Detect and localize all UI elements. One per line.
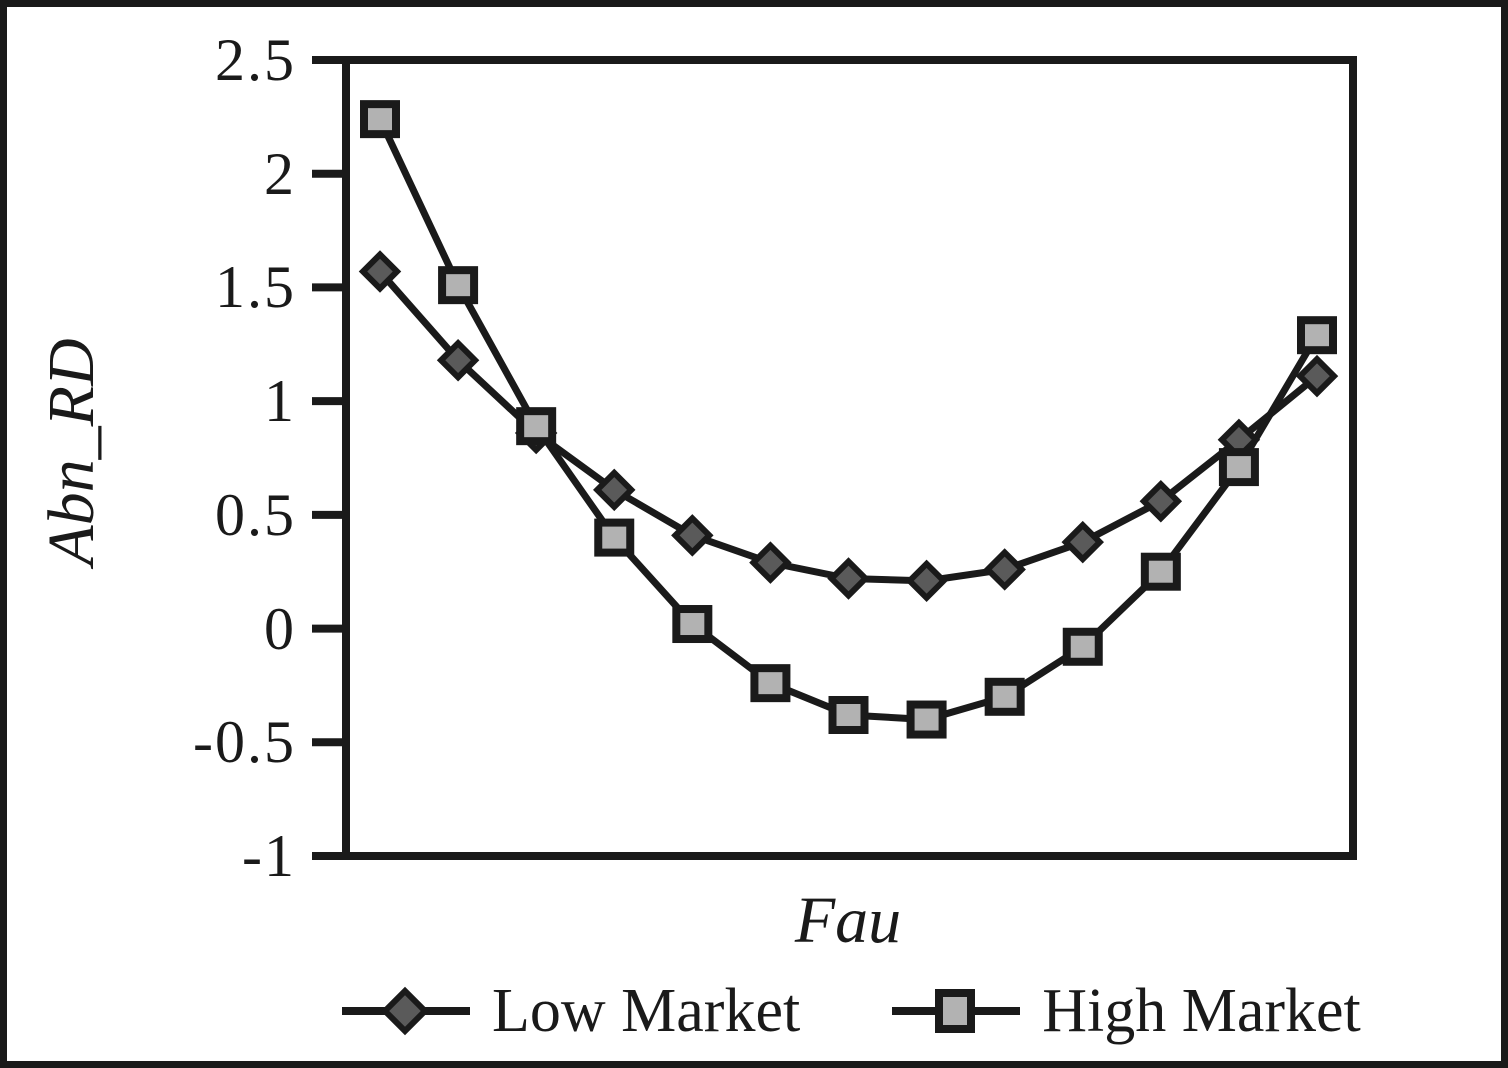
y-tick-label: 1.5: [215, 254, 296, 321]
y-axis-title: Abn_RD: [35, 338, 108, 566]
y-tick-label: 0: [264, 595, 296, 662]
data-point-diamond: [827, 557, 870, 600]
data-point-diamond: [358, 250, 402, 293]
data-point-square: [1297, 316, 1337, 355]
data-point-diamond: [671, 514, 714, 557]
data-point-diamond: [1061, 520, 1104, 564]
plot-border: [342, 56, 1357, 860]
square-marker-icon: [892, 989, 1021, 1033]
y-tick-label: 1: [264, 368, 296, 435]
data-point-square: [750, 664, 791, 703]
diamond-marker-icon: [342, 986, 470, 1036]
legend-label-low-market: Low Market: [492, 977, 801, 1045]
data-point-diamond: [436, 338, 480, 382]
y-tick-label: 2: [264, 140, 296, 207]
data-point-square: [360, 100, 400, 139]
diamond-glyph: [380, 986, 430, 1036]
y-tick-label: -0.5: [193, 709, 296, 776]
y-tick-label: 0.5: [215, 481, 296, 548]
data-point-square: [594, 518, 635, 557]
data-point-square: [1140, 552, 1181, 591]
data-point-square: [984, 677, 1025, 716]
y-tick-label: 2.5: [215, 27, 296, 93]
legend: Low Market High Market: [342, 980, 1361, 1042]
data-point-square: [828, 695, 869, 734]
legend-item-low-market: Low Market: [342, 980, 800, 1042]
data-point-square: [516, 407, 557, 446]
data-point-square: [1062, 627, 1103, 666]
data-point-diamond: [593, 468, 636, 512]
data-point-diamond: [983, 548, 1026, 591]
legend-label-high-market: High Market: [1042, 977, 1361, 1045]
data-point-diamond: [1295, 354, 1339, 398]
data-point-diamond: [749, 541, 792, 584]
data-point-diamond: [905, 559, 948, 603]
data-point-square: [906, 700, 947, 739]
data-point-diamond: [1139, 479, 1183, 523]
legend-item-high-market: High Market: [892, 980, 1361, 1042]
data-point-square: [672, 605, 713, 644]
data-point-square: [438, 266, 479, 305]
x-axis-title: Fau: [794, 884, 902, 957]
data-point-square: [1218, 448, 1259, 487]
square-glyph: [935, 989, 976, 1033]
y-tick-label: -1: [242, 823, 296, 889]
